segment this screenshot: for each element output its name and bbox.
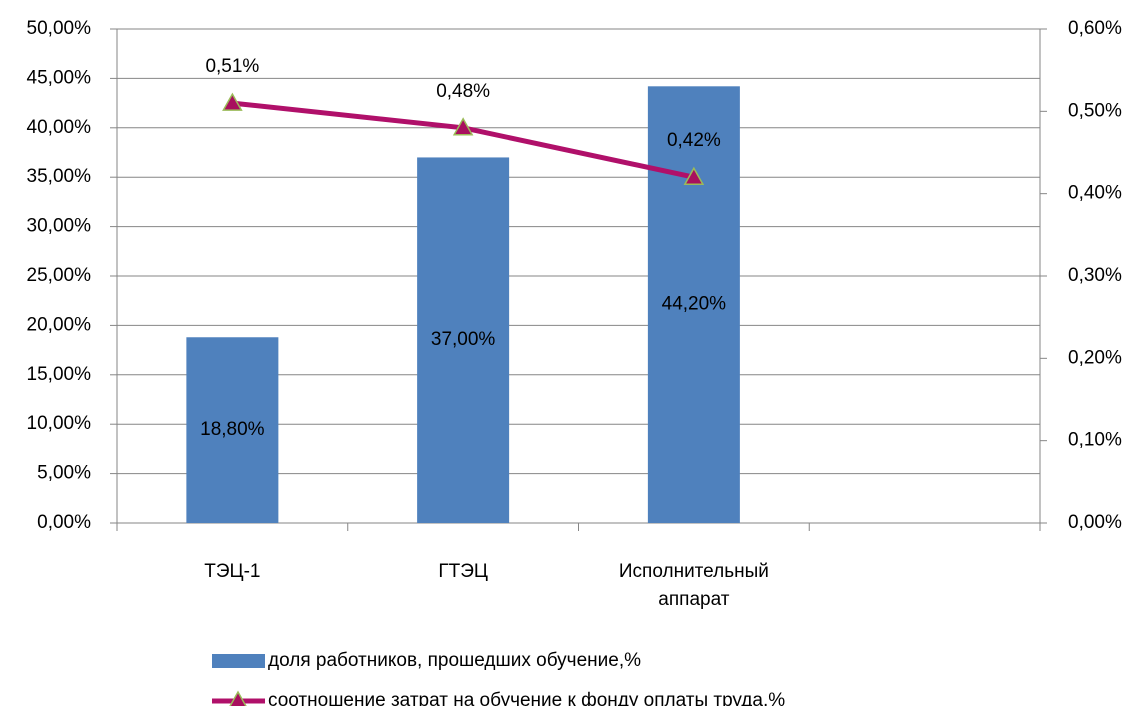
y-tick-label: 0,00% xyxy=(37,512,91,533)
legend-marker xyxy=(229,690,247,706)
line-marker xyxy=(683,166,705,185)
x-tick-label: ТЭЦ-1 xyxy=(204,561,261,582)
legend-label: соотношение затрат на обучение к фонду о… xyxy=(268,690,785,706)
x-tick-label: Исполнительный аппарат xyxy=(618,561,769,610)
y2-tick-label: 0,30% xyxy=(1068,265,1122,286)
y-tick-label: 30,00% xyxy=(27,216,92,237)
legend-swatch xyxy=(212,654,265,668)
legend-label: доля работников, прошедших обучение,% xyxy=(268,650,641,671)
y-tick-label: 45,00% xyxy=(27,67,92,88)
line-marker xyxy=(222,92,243,111)
y-tick-label: 15,00% xyxy=(27,364,92,385)
y2-tick-label: 0,40% xyxy=(1068,183,1122,204)
y-tick-label: 50,00% xyxy=(27,18,92,39)
line-value-label: 0,51% xyxy=(205,56,259,77)
y-tick-label: 40,00% xyxy=(27,117,92,138)
y2-tick-label: 0,50% xyxy=(1068,100,1122,121)
line-marker xyxy=(452,117,474,136)
bar xyxy=(186,337,279,523)
y-tick-label: 5,00% xyxy=(37,463,91,484)
y-tick-label: 10,00% xyxy=(27,413,92,434)
bar-value-label: 37,00% xyxy=(431,329,496,350)
x-tick-label: ГТЭЦ xyxy=(438,561,488,582)
bar-value-label: 18,80% xyxy=(200,419,265,440)
bar xyxy=(647,86,740,523)
y-tick-label: 20,00% xyxy=(27,314,92,335)
y2-tick-label: 0,00% xyxy=(1068,512,1122,533)
bar xyxy=(417,157,510,523)
y2-tick-label: 0,20% xyxy=(1068,347,1122,368)
y-tick-label: 35,00% xyxy=(27,166,92,187)
line-value-label: 0,48% xyxy=(436,81,490,102)
y2-tick-label: 0,60% xyxy=(1068,18,1122,39)
line-value-label: 0,42% xyxy=(667,130,721,151)
y2-tick-label: 0,10% xyxy=(1068,430,1122,451)
y-tick-label: 25,00% xyxy=(27,265,92,286)
bar-value-label: 44,20% xyxy=(662,294,727,315)
